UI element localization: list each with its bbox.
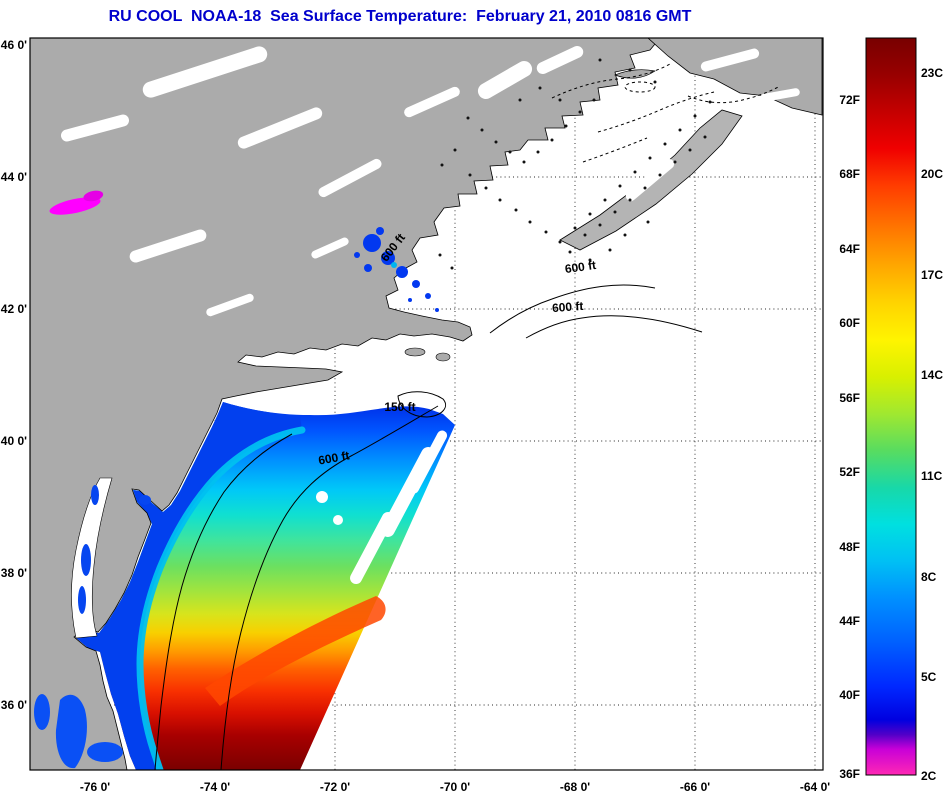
temperature-colorbar (865, 37, 917, 776)
colorbar-fahrenheit-labels: 72F 68F 64F 60F 56F 52F 48F 44F 40F 36F (839, 93, 860, 781)
cbar-c-label: 8C (921, 570, 937, 584)
y-tick-label: 40 0' (1, 434, 27, 448)
cyan-transition-fringe (136, 426, 306, 770)
cbar-c-label: 23C (921, 66, 943, 80)
x-axis-tick-labels: -76 0' -74 0' -72 0' -70 0' -68 0' -66 0… (80, 780, 830, 794)
cbar-f-label: 44F (839, 614, 860, 628)
colorbar-celsius-labels: 23C 20C 17C 14C 11C 8C 5C 2C (921, 66, 943, 783)
mainland-landmass (30, 38, 661, 770)
sound-water-patches (34, 694, 123, 769)
y-axis-tick-labels: 46 0' 44 0' 42 0' 40 0' 38 0' 36 0' (1, 38, 27, 712)
cbar-f-label: 68F (839, 167, 860, 181)
x-tick-label: -76 0' (80, 780, 110, 794)
cbar-c-label: 14C (921, 368, 943, 382)
bay-water-patches (78, 485, 151, 614)
isobath-contours (154, 284, 703, 770)
x-tick-label: -70 0' (440, 780, 470, 794)
contour-label: 600 ft (317, 448, 350, 467)
gulf-of-maine-sst-patches (354, 227, 439, 312)
cbar-f-label: 48F (839, 540, 860, 554)
cbar-f-label: 64F (839, 242, 860, 256)
y-tick-label: 46 0' (1, 38, 27, 52)
warm-tongue (205, 596, 386, 706)
dashed-coastlines (551, 63, 781, 163)
cbar-c-label: 2C (921, 769, 937, 783)
cloud-gaps (316, 430, 448, 585)
coast-speckles (438, 58, 712, 270)
x-tick-label: -74 0' (200, 780, 230, 794)
cbar-f-label: 60F (839, 316, 860, 330)
contour-label: 600 ft (552, 299, 584, 315)
plot-border (29, 37, 824, 771)
cbar-f-label: 40F (839, 688, 860, 702)
contour-label: 150 ft (384, 400, 415, 414)
cbar-f-label: 52F (839, 465, 860, 479)
y-tick-label: 38 0' (1, 566, 27, 580)
cbar-c-label: 20C (921, 167, 943, 181)
x-tick-label: -64 0' (800, 780, 830, 794)
sst-swath (76, 402, 455, 770)
cbar-f-label: 56F (839, 391, 860, 405)
y-tick-label: 44 0' (1, 170, 27, 184)
cbar-c-label: 17C (921, 268, 943, 282)
cbar-c-label: 11C (921, 469, 943, 483)
cbar-f-label: 72F (839, 93, 860, 107)
cbar-f-label: 36F (839, 767, 860, 781)
x-tick-label: -66 0' (680, 780, 710, 794)
magenta-flagged-patch (49, 190, 104, 215)
y-tick-label: 42 0' (1, 302, 27, 316)
offshore-islands (404, 347, 451, 362)
coastal-cold-band (76, 402, 302, 770)
x-tick-label: -72 0' (320, 780, 350, 794)
cloud-streaks (60, 45, 800, 317)
contour-label: 600 ft (564, 258, 597, 276)
cbar-c-label: 5C (921, 670, 937, 684)
x-tick-label: -68 0' (560, 780, 590, 794)
y-tick-label: 36 0' (1, 698, 27, 712)
figure-title: RU COOL NOAA-18 Sea Surface Temperature:… (109, 8, 692, 25)
